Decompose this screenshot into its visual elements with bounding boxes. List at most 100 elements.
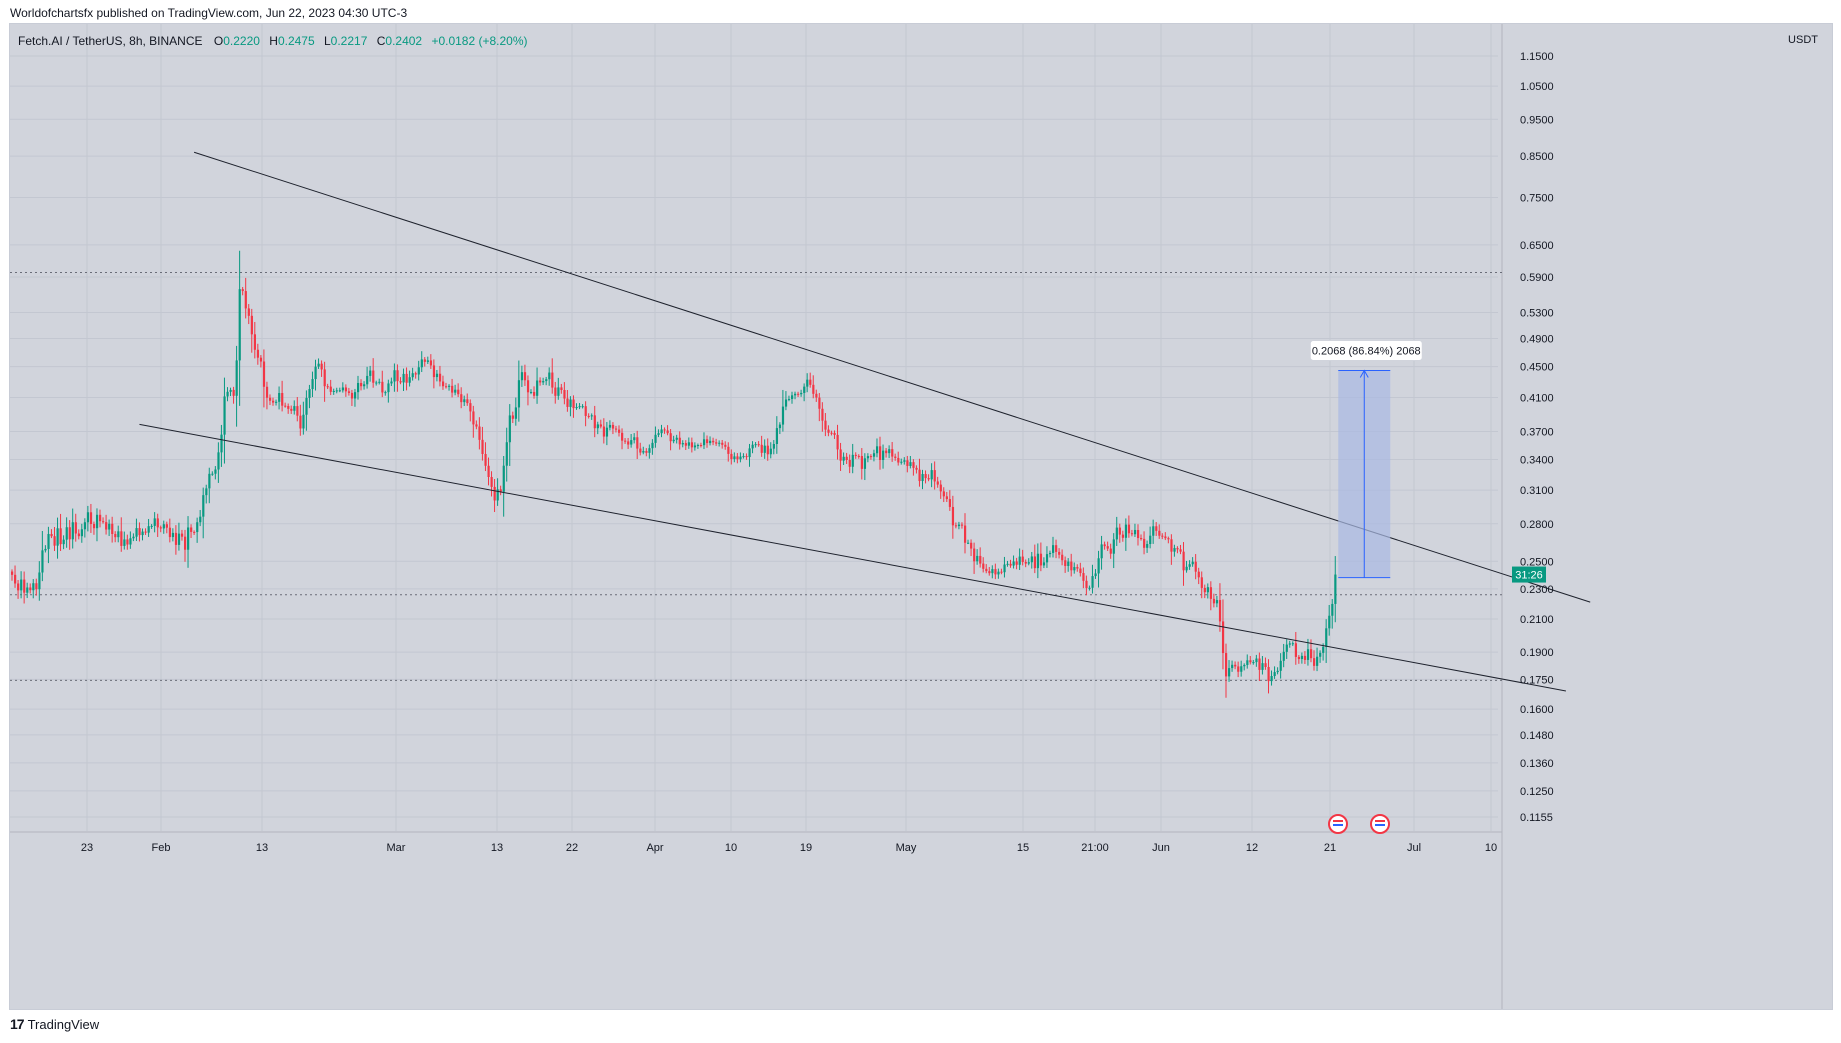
candle-body (860, 456, 863, 469)
candle-body (196, 522, 199, 533)
price-tick-label: 0.1480 (1520, 730, 1554, 742)
candle-body (921, 474, 924, 482)
candle-body (1009, 563, 1012, 566)
time-tick-label: May (896, 842, 917, 854)
price-tick-label: 1.0500 (1520, 81, 1554, 93)
candle-body (718, 442, 721, 444)
candle-body (854, 454, 857, 456)
candle-body (1331, 603, 1334, 616)
candle-body (17, 583, 20, 591)
measure-arrow-head-icon (1359, 369, 1369, 378)
candle-body (1140, 538, 1143, 540)
candle-body (1130, 533, 1134, 535)
candle-body (751, 444, 754, 449)
candle-body (481, 439, 484, 454)
candle-body (523, 372, 527, 381)
candle-body (1121, 534, 1125, 538)
candle-body (1288, 643, 1291, 645)
candle-body (642, 451, 645, 453)
candle-body (68, 527, 71, 540)
candle-body (918, 469, 921, 482)
candle-body (1146, 544, 1149, 548)
measure-label-box (1309, 340, 1423, 362)
flag-stripe-icon (1375, 820, 1385, 822)
candle-body (1188, 564, 1191, 567)
candle-body (305, 397, 308, 415)
candle-body (536, 380, 539, 396)
candle-body (123, 539, 126, 546)
candle-body (1215, 600, 1219, 604)
candle-body (132, 536, 135, 539)
candle-body (126, 539, 129, 545)
candle-body (393, 370, 396, 382)
candle-body (927, 478, 930, 480)
candle-body (815, 393, 818, 398)
candle-body (381, 381, 384, 393)
candle-body (265, 386, 269, 398)
candle-body (26, 587, 29, 593)
candle-body (156, 518, 159, 528)
time-tick-label: Feb (152, 842, 171, 854)
candle-body (596, 424, 599, 429)
candle-body (426, 360, 429, 362)
candle-body (657, 433, 660, 435)
time-tick-label: Mar (387, 842, 406, 854)
candle-body (836, 434, 839, 450)
candle-body (366, 375, 369, 385)
candle-body (666, 430, 669, 434)
candle-body (730, 453, 733, 460)
chart-pane[interactable]: 0.2068 (86.84%) 2068 1.1500 1.0500 0.9500 0.… (9, 23, 1833, 1010)
candle-body (790, 395, 794, 399)
time-tick-label: 10 (1485, 842, 1497, 854)
candle-body (1243, 664, 1246, 667)
candle-body (56, 528, 59, 546)
candle-body (1313, 658, 1316, 666)
candle-body (408, 377, 411, 383)
candle-body (402, 373, 405, 383)
candle-body (1258, 658, 1261, 670)
candle-body (539, 380, 542, 383)
candle-body (487, 465, 490, 477)
candle-body (1212, 598, 1216, 604)
candle-body (44, 548, 47, 551)
candle-body (763, 445, 766, 453)
candle-body (220, 434, 223, 453)
candle-body (89, 512, 93, 525)
candle-body (247, 308, 250, 316)
candle-body (1052, 545, 1055, 553)
candle-body (311, 379, 314, 390)
price-tick-label: 0.1250 (1520, 786, 1554, 798)
candlestick-chart[interactable]: 0.2068 (86.84%) 2068 1.1500 1.0500 0.9500 0.… (10, 24, 1832, 1009)
candle-body (542, 381, 545, 383)
candle-body (699, 445, 703, 447)
candle-body (557, 387, 560, 396)
candle-body (490, 476, 493, 487)
candle-body (238, 289, 241, 361)
candle-body (47, 533, 50, 549)
candle-body (578, 406, 581, 408)
candle-body (1228, 668, 1231, 677)
candle-body (135, 528, 138, 537)
candle-body (226, 391, 229, 397)
candle-body (702, 439, 706, 446)
candle-body (748, 448, 751, 458)
candle-body (1200, 577, 1203, 588)
price-tick-label: 0.4100 (1520, 393, 1554, 405)
candle-body (320, 363, 323, 370)
candle-body (781, 406, 785, 425)
tradingview-logo[interactable]: 17 TradingView (10, 1016, 99, 1032)
tradingview-brand: TradingView (27, 1016, 100, 1032)
candle-body (1094, 573, 1097, 577)
candle-body (435, 373, 439, 378)
candle-body (35, 583, 38, 590)
candle-body (715, 442, 718, 444)
candle-body (1170, 539, 1173, 552)
price-tick-label: 0.1360 (1520, 758, 1554, 770)
candle-body (690, 442, 694, 448)
candle-body (1267, 666, 1270, 682)
candle-body (848, 459, 851, 467)
candle-body (508, 415, 511, 443)
candle-body (1255, 658, 1258, 663)
candle-body (787, 398, 791, 400)
candle-body (618, 429, 621, 433)
